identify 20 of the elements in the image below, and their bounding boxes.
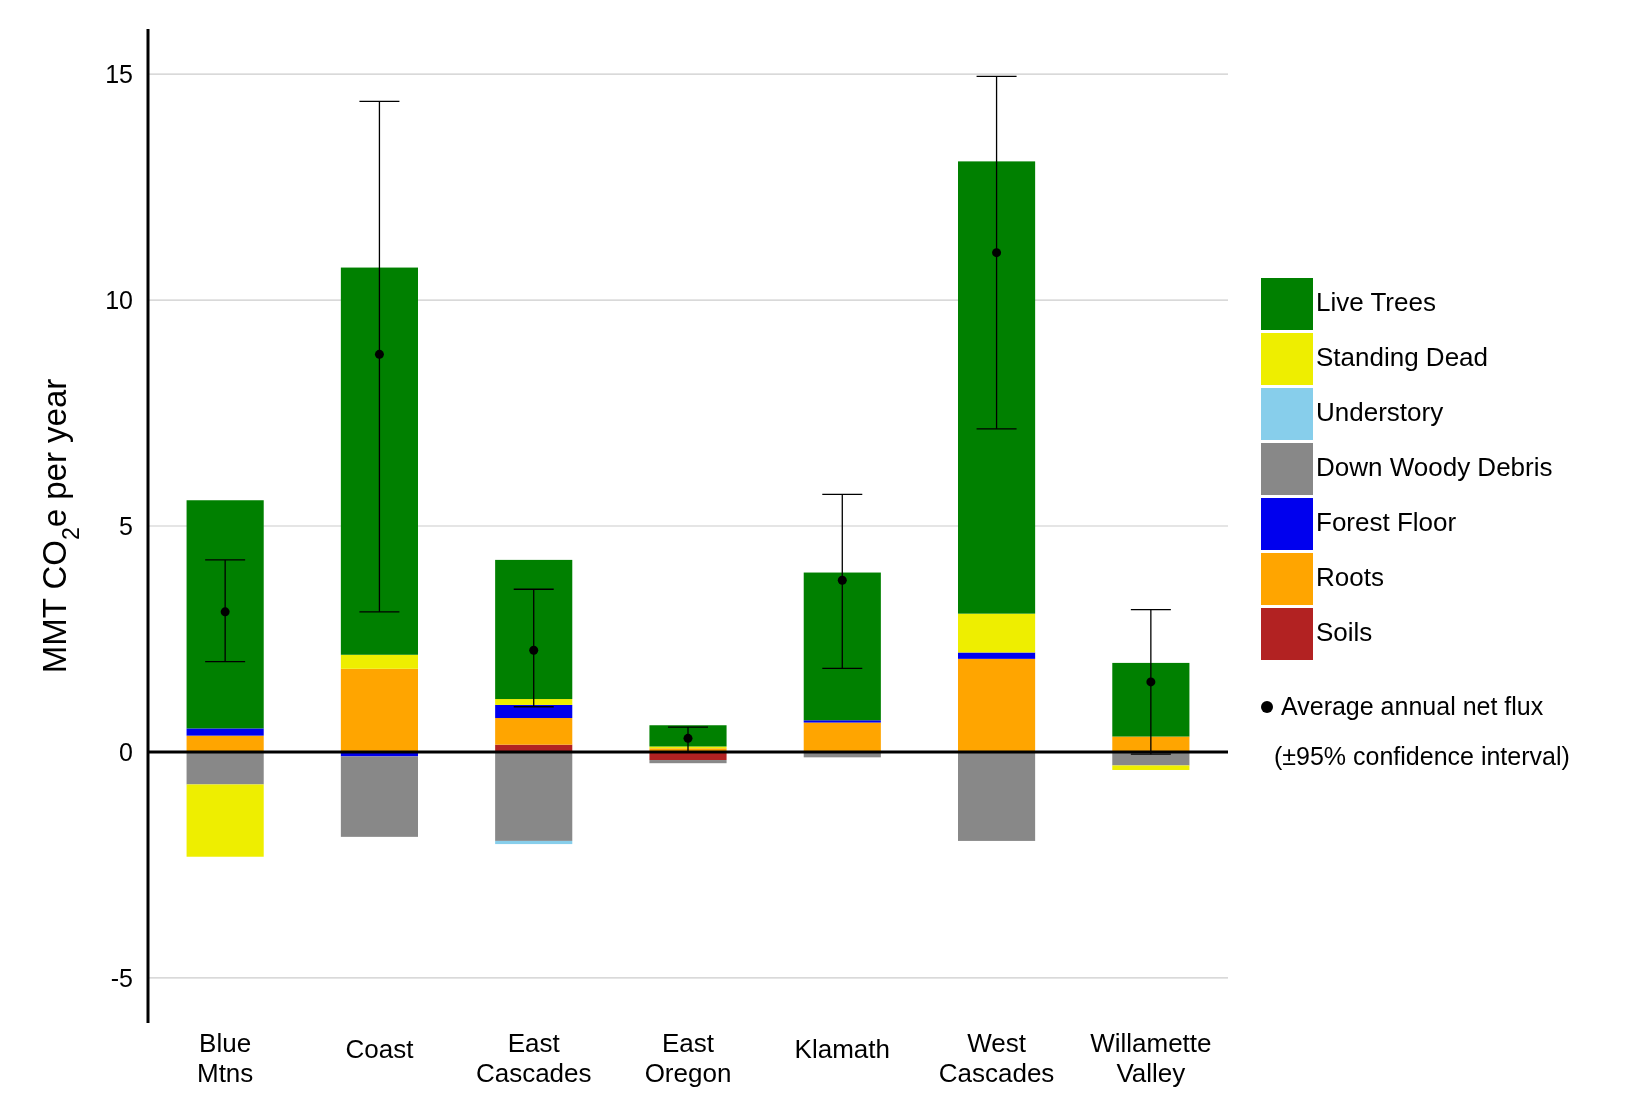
legend-label: Average annual net flux (±95% confidence interval): [1274, 692, 1570, 770]
y-tick-label: 15: [105, 59, 133, 88]
legend-label: Standing Dead: [1316, 341, 1489, 372]
x-tick-label: Blue Mtns: [196, 1028, 254, 1088]
legend-label: Forest Floor: [1316, 506, 1457, 537]
y-tick-label: 5: [119, 511, 133, 540]
x-tick-label: Coast: [345, 1034, 415, 1064]
y-tick-label: 0: [119, 737, 133, 766]
legend-label: Soils: [1316, 616, 1373, 647]
x-tick-label: East Cascades: [475, 1028, 592, 1088]
x-tick-label: East Oregon: [644, 1028, 732, 1088]
legend-label: Down Woody Debris: [1316, 451, 1553, 482]
legend-label: Understory: [1316, 396, 1444, 427]
x-tick-label: West Cascades: [938, 1028, 1055, 1088]
legend-label: Live Trees: [1316, 286, 1436, 317]
y-tick-label: -5: [110, 963, 133, 992]
x-tick-label: Willamette Valley: [1090, 1028, 1212, 1088]
legend-label: Roots: [1316, 561, 1384, 592]
y-tick-label: 10: [105, 285, 133, 314]
x-tick-label: Klamath: [794, 1034, 890, 1064]
